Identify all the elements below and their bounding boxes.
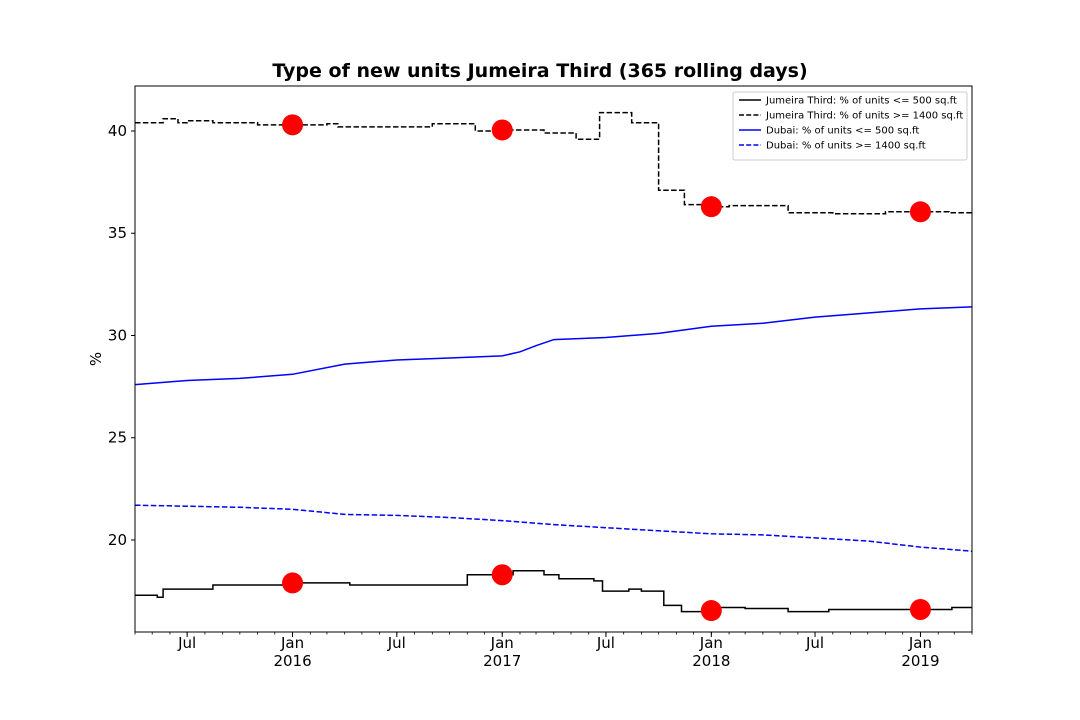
marker-layer	[282, 114, 931, 622]
x-tick-label: Jul	[805, 634, 824, 652]
x-tick-label: Jul	[387, 634, 406, 652]
marker-point-0	[282, 114, 304, 136]
series-line-jumeira-third-of-units-1400-sq-ft	[135, 111, 972, 215]
x-tick-label: Jan	[908, 634, 932, 652]
y-tick-label: 40	[108, 122, 127, 140]
marker-point-4	[282, 572, 304, 594]
marker-point-6	[700, 600, 722, 622]
marker-point-7	[909, 599, 931, 621]
legend-label-dubai-of-units-500-sq-ft: Dubai: % of units <= 500 sq.ft	[766, 126, 919, 137]
marker-point-3	[909, 201, 931, 223]
x-tick-label: Jul	[596, 634, 615, 652]
y-tick-label: 25	[108, 429, 127, 447]
marker-point-2	[700, 196, 722, 218]
y-tick-label: 35	[108, 224, 127, 242]
x-tick-year-label: 2016	[273, 652, 311, 670]
legend-label-dubai-of-units-1400-sq-ft: Dubai: % of units >= 1400 sq.ft	[766, 141, 926, 152]
x-tick-year-label: 2019	[901, 652, 939, 670]
series-line-dubai-of-units-1400-sq-ft	[134, 504, 973, 552]
x-tick-label: Jan	[490, 634, 514, 652]
legend: Jumeira Third: % of units <= 500 sq.ft Ju…	[732, 91, 968, 161]
legend-box	[732, 91, 968, 161]
series-layer	[134, 111, 973, 613]
series-line-jumeira-third-of-units-500-sq-ft	[135, 569, 972, 613]
x-tick-label: Jan	[699, 634, 723, 652]
y-tick-label: 30	[108, 326, 127, 344]
y-axis-label: %	[87, 352, 105, 366]
x-tick-label: Jan	[280, 634, 304, 652]
series-line-dubai-of-units-500-sq-ft	[134, 306, 973, 386]
marker-point-1	[491, 119, 513, 141]
legend-label-jumeira-third-of-units-1400-sq-ft: Jumeira Third: % of units >= 1400 sq.ft	[765, 111, 963, 122]
plot-frame	[134, 85, 973, 633]
marker-point-5	[491, 564, 513, 586]
x-tick-year-label: 2017	[483, 652, 521, 670]
chart-title: Type of new units Jumeira Third (365 rol…	[272, 60, 808, 82]
y-tick-label: 20	[108, 531, 127, 549]
legend-label-jumeira-third-of-units-500-sq-ft: Jumeira Third: % of units <= 500 sq.ft	[765, 96, 957, 107]
x-tick-year-label: 2018	[692, 652, 730, 670]
x-tick-label: Jul	[177, 634, 196, 652]
